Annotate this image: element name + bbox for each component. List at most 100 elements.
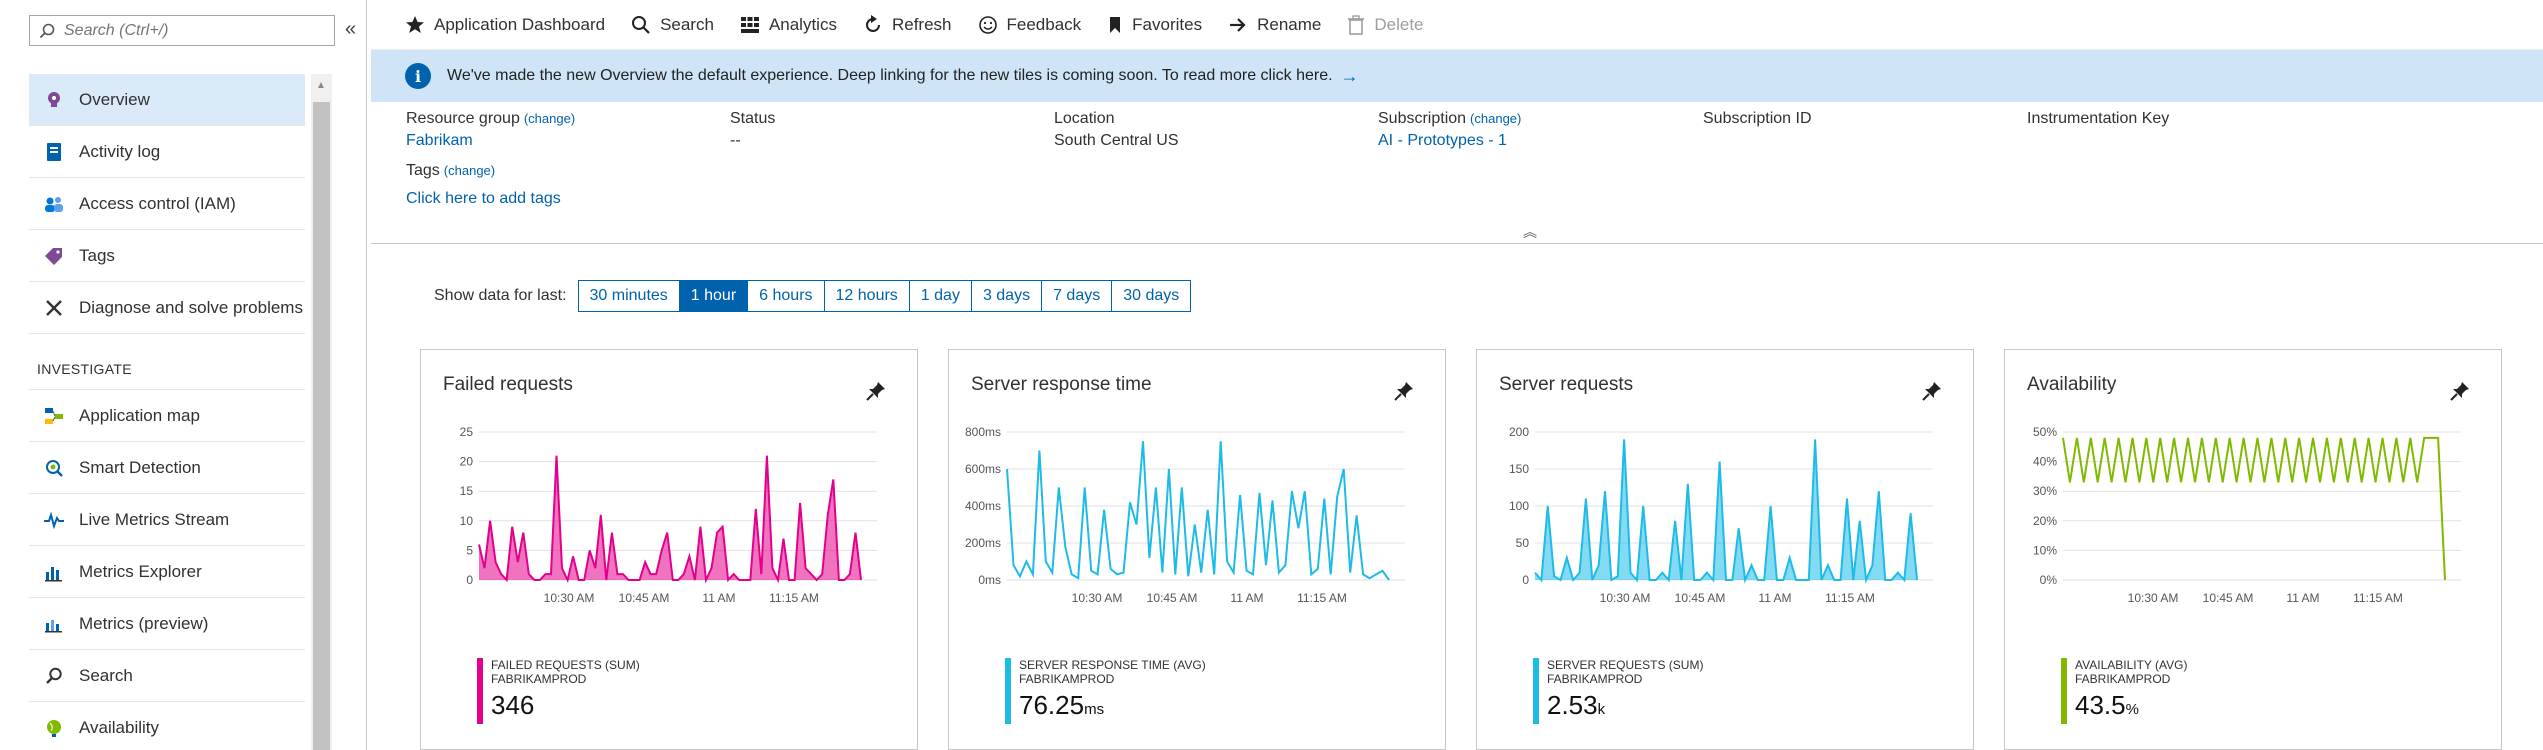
- delete-button[interactable]: Delete: [1347, 14, 1424, 35]
- time-option-1-day[interactable]: 1 day: [908, 280, 972, 312]
- legend-resource: FABRIKAMPROD: [1019, 672, 1115, 686]
- collapse-nav-button[interactable]: «: [345, 18, 357, 40]
- tile-title: Failed requests: [443, 374, 573, 395]
- banner-arrow-icon: →: [1340, 65, 1359, 86]
- failed-requests-chart[interactable]: 25 20 15 10 5 0 10:30 AM 10:45 AM 11 AM 11:15 AM: [421, 420, 919, 650]
- pin-icon[interactable]: [1921, 380, 1943, 407]
- x-tick-label: 11 AM: [1758, 591, 1791, 605]
- legend-color-bar: [1005, 658, 1011, 724]
- pin-icon[interactable]: [1393, 380, 1415, 407]
- favorites-label: Favorites: [1132, 14, 1203, 34]
- smiley-icon: [978, 15, 997, 34]
- nav-item-availability[interactable]: Availability: [29, 702, 305, 750]
- scroll-up-icon[interactable]: ▲: [316, 80, 326, 91]
- change-subscription-link[interactable]: (change): [1470, 111, 1522, 126]
- nav-item-live-metrics[interactable]: Live Metrics Stream: [29, 494, 305, 546]
- nav-item-label: Availability: [79, 717, 160, 737]
- nav-item-access-control[interactable]: Access control (IAM): [29, 178, 305, 230]
- nav-item-search[interactable]: Search: [29, 650, 305, 702]
- availability-chart[interactable]: 50% 40% 30% 20% 10% 0% 10:30 AM 10:45 AM 11 AM 11…: [2005, 420, 2503, 650]
- change-tags-link[interactable]: (change): [443, 163, 496, 178]
- info-banner[interactable]: i We've made the new Overview the defaul…: [371, 50, 2543, 102]
- feedback-label: Feedback: [1006, 14, 1082, 34]
- pin-icon[interactable]: [865, 380, 887, 407]
- y-tick-label: 200: [1509, 425, 1529, 439]
- search-icon: [29, 667, 79, 685]
- analytics-icon: [740, 16, 759, 33]
- nav-scrollbar[interactable]: ▲: [311, 74, 332, 750]
- collapse-essentials-icon[interactable]: ︽: [1523, 224, 1537, 240]
- feedback-button[interactable]: Feedback: [978, 14, 1082, 35]
- status-label: Status: [730, 110, 776, 127]
- nav-item-diagnose[interactable]: Diagnose and solve problems: [29, 282, 305, 334]
- server-requests-chart[interactable]: 200 150 100 50 0 10:30 AM 10:45 AM 11 AM 11:15 A…: [1477, 420, 1975, 650]
- pulse-icon: [29, 510, 79, 530]
- instrumentation-key-field: Instrumentation Key: [2027, 108, 2169, 130]
- tile-availability[interactable]: Availability 50% 40% 30% 20% 10% 0% 10:30 AM 10…: [2004, 349, 2502, 750]
- legend-resource: FABRIKAMPROD: [491, 672, 587, 686]
- tags-field: Tags (change) Click here to add tags: [406, 160, 561, 210]
- y-tick-label: 0: [1522, 573, 1529, 587]
- server-response-time-chart[interactable]: 800ms 600ms 400ms 200ms 0ms 10:30 AM 10:45 AM 1…: [949, 420, 1447, 650]
- nav-item-application-map[interactable]: Application map: [29, 390, 305, 442]
- smart-detection-icon: [29, 458, 79, 478]
- nav-search-box[interactable]: [29, 15, 335, 46]
- nav-item-metrics-preview[interactable]: Metrics (preview): [29, 598, 305, 650]
- nav-item-overview[interactable]: Overview: [29, 74, 305, 126]
- series-line: [1006, 441, 1390, 581]
- metrics-preview-icon: [29, 614, 79, 634]
- time-option-7-days[interactable]: 7 days: [1041, 280, 1113, 312]
- series-area: [1535, 439, 1917, 580]
- rename-button[interactable]: Rename: [1228, 15, 1321, 35]
- y-tick-label: 20%: [2033, 514, 2057, 528]
- subscription-link[interactable]: AI - Prototypes - 1: [1378, 132, 1507, 149]
- x-tick-label: 10:45 AM: [2203, 591, 2254, 605]
- tile-failed-requests[interactable]: Failed requests 25 20 15 10 5 0 10:30 AM 10:45 …: [420, 349, 918, 750]
- analytics-button[interactable]: Analytics: [740, 15, 837, 35]
- tile-title: Availability: [2027, 374, 2117, 395]
- nav-item-smart-detection[interactable]: Smart Detection: [29, 442, 305, 494]
- resource-group-link[interactable]: Fabrikam: [406, 132, 473, 149]
- nav-item-activity-log[interactable]: Activity log: [29, 126, 305, 178]
- arrow-right-icon: [1230, 17, 1246, 32]
- change-resource-group-link[interactable]: (change): [523, 111, 576, 126]
- x-tick-label: 11:15 AM: [769, 591, 819, 605]
- chart-legend: FAILED REQUESTS (SUM) FABRIKAMPROD 346: [477, 658, 640, 728]
- nav-item-label: Activity log: [79, 141, 161, 161]
- time-option-30-days[interactable]: 30 days: [1111, 280, 1192, 312]
- time-option-30-minutes[interactable]: 30 minutes: [577, 280, 680, 312]
- pin-icon[interactable]: [2449, 380, 2471, 407]
- time-option-6-hours[interactable]: 6 hours: [747, 280, 825, 312]
- info-icon: i: [405, 63, 431, 89]
- nav-list: Overview Activity log Access control (IA…: [29, 74, 305, 750]
- nav-item-metrics-explorer[interactable]: Metrics Explorer: [29, 546, 305, 598]
- tile-server-requests[interactable]: Server requests 200 150 100 50 0 10:30 AM 10:4…: [1476, 349, 1974, 750]
- subscription-id-field: Subscription ID: [1703, 108, 1812, 130]
- app-dashboard-button[interactable]: Application Dashboard: [405, 15, 605, 35]
- time-option-12-hours[interactable]: 12 hours: [823, 280, 910, 312]
- toolbar-search-button[interactable]: Search: [631, 15, 714, 35]
- scrollbar-thumb[interactable]: [313, 102, 330, 750]
- y-tick-label: 20: [460, 455, 474, 469]
- y-tick-label: 600ms: [965, 462, 1001, 476]
- lightbulb-icon: [29, 90, 79, 110]
- globe-icon: [29, 718, 79, 738]
- add-tags-link[interactable]: Click here to add tags: [406, 190, 561, 207]
- nav-item-tags[interactable]: Tags: [29, 230, 305, 282]
- time-option-1-hour[interactable]: 1 hour: [678, 280, 749, 312]
- legend-value: 2.53: [1547, 690, 1598, 720]
- search-icon: [30, 23, 64, 39]
- favorites-button[interactable]: Favorites: [1107, 15, 1202, 35]
- nav-search-input[interactable]: [64, 21, 334, 40]
- banner-text: We've made the new Overview the default …: [447, 67, 1333, 84]
- chart-legend: SERVER RESPONSE TIME (AVG) FABRIKAMPROD …: [1005, 658, 1206, 728]
- nav-item-label: Access control (IAM): [79, 193, 236, 213]
- y-tick-label: 0ms: [978, 573, 1001, 587]
- time-option-3-days[interactable]: 3 days: [970, 280, 1043, 312]
- tile-title: Server requests: [1499, 374, 1634, 395]
- refresh-button[interactable]: Refresh: [863, 14, 952, 35]
- delete-label: Delete: [1374, 14, 1424, 34]
- toolbar-search-label: Search: [660, 14, 714, 34]
- tile-server-response-time[interactable]: Server response time 800ms 600ms 400ms 200m…: [948, 349, 1446, 750]
